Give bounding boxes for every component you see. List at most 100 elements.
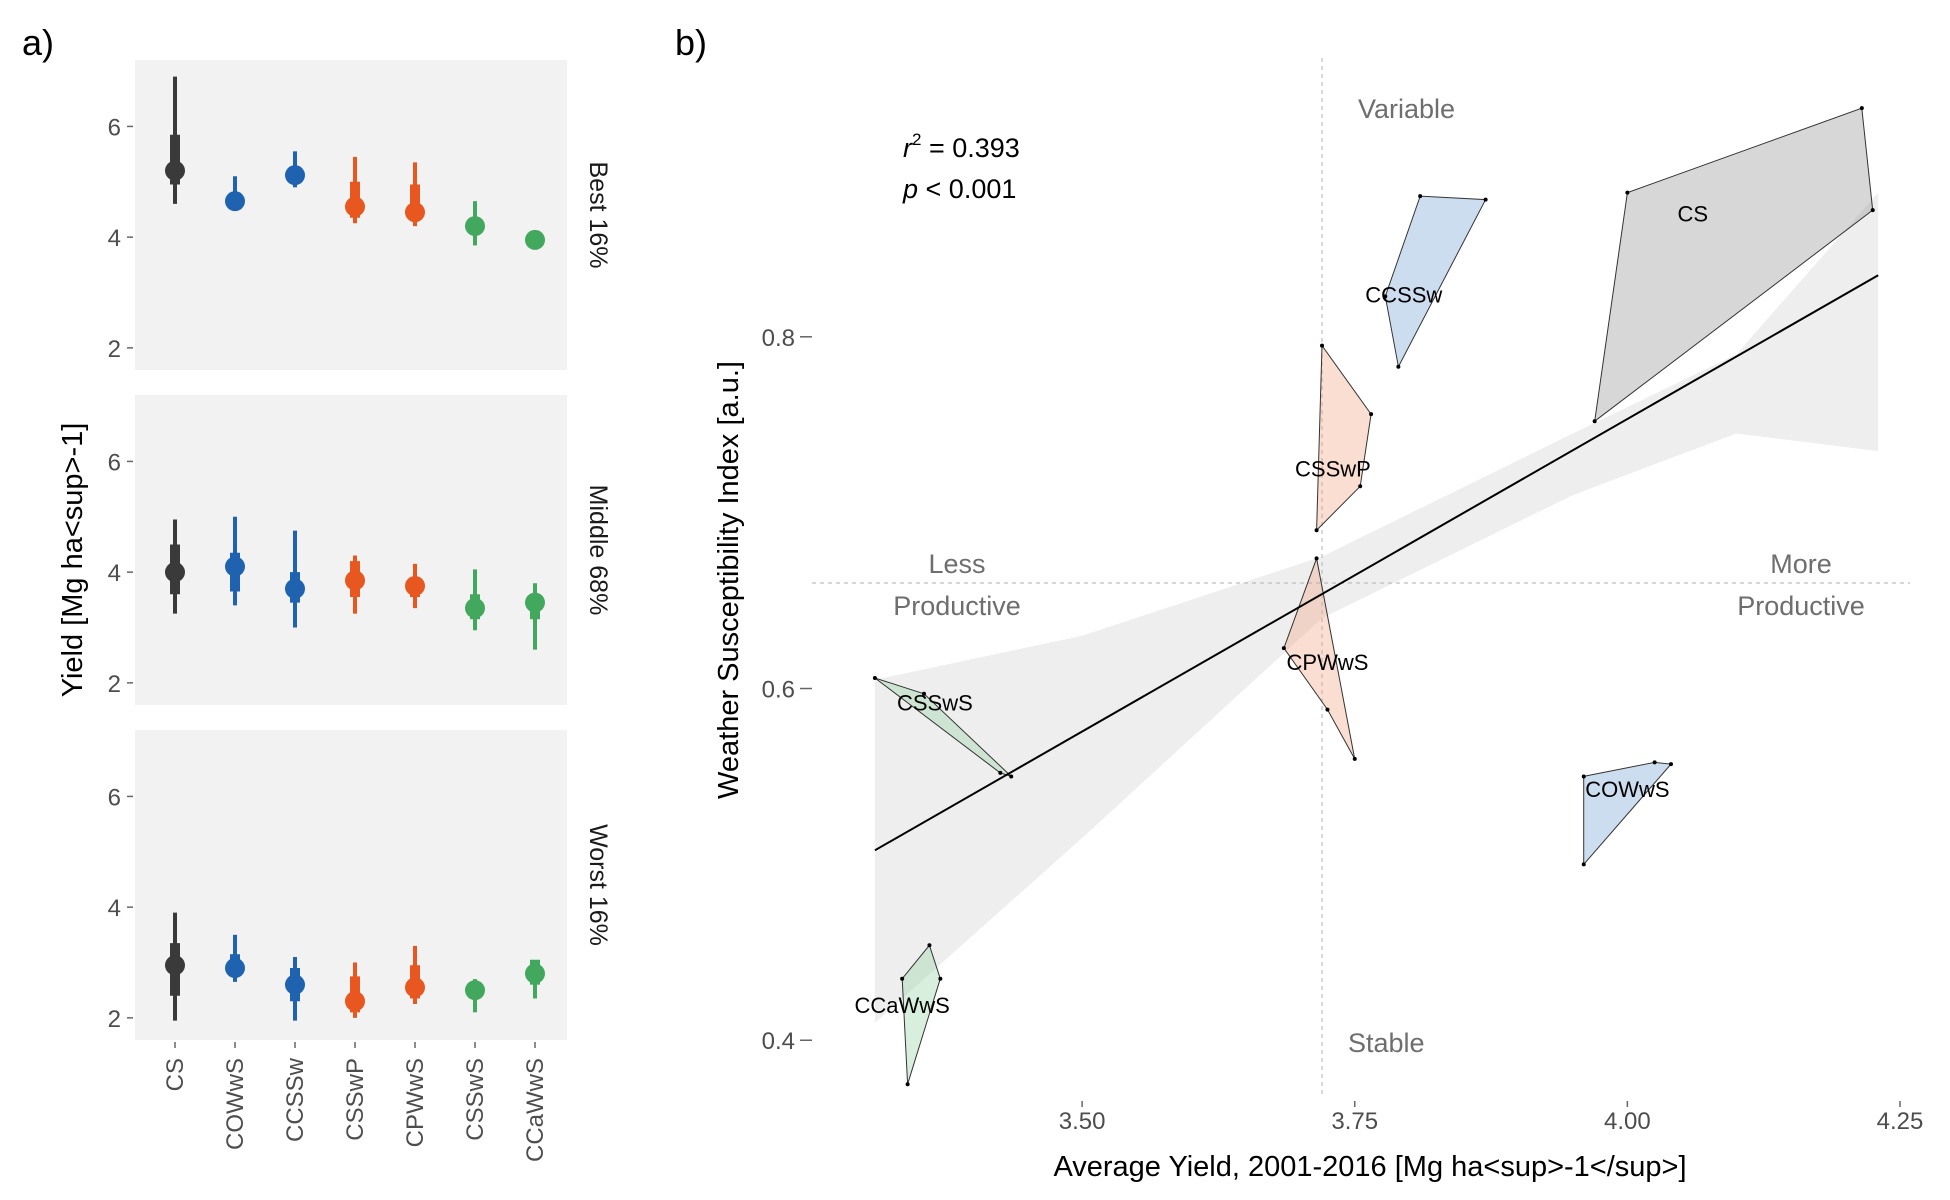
median-point bbox=[405, 575, 425, 596]
panel-a-chart: 2 4 6 Best 16% 2 4 6 Middle 68% 2 4 6 Worst 16% CS CO… bbox=[57, 60, 612, 1162]
median-point bbox=[345, 570, 365, 591]
median-point bbox=[345, 991, 365, 1012]
facet-strip-label: Worst 16% bbox=[584, 824, 612, 946]
hull-vertex bbox=[900, 976, 905, 981]
facet-strip-label: Middle 68% bbox=[584, 485, 612, 616]
hull-vertex bbox=[1320, 343, 1325, 348]
hull-vertex bbox=[1625, 190, 1630, 195]
hull-vertex bbox=[1418, 194, 1423, 199]
hull-vertex bbox=[1358, 484, 1363, 489]
y-tick-label: 4 bbox=[108, 560, 121, 587]
median-point bbox=[525, 229, 545, 250]
median-point bbox=[285, 974, 305, 995]
x-tick-label: 4.25 bbox=[1877, 1108, 1924, 1135]
median-point bbox=[465, 980, 485, 1001]
x-tick-label: 4.00 bbox=[1604, 1108, 1651, 1135]
y-tick-label: 0.4 bbox=[762, 1028, 795, 1055]
y-axis-title: Weather Susceptibility Index [a.u.] bbox=[713, 361, 745, 799]
x-tick-label: CCaWwS bbox=[522, 1058, 549, 1162]
quadrant-label-more: More bbox=[1770, 549, 1832, 579]
p-value: < 0.001 bbox=[918, 174, 1016, 204]
group-label: CCSSw bbox=[1365, 283, 1442, 308]
x-tick-label: CPWwS bbox=[402, 1058, 429, 1147]
group-label: CS bbox=[1678, 202, 1709, 227]
hull-vertex bbox=[1652, 760, 1657, 765]
hull-vertex bbox=[1581, 862, 1586, 867]
y-tick-label: 6 bbox=[108, 449, 121, 476]
hull-vertex bbox=[1396, 364, 1401, 369]
y-tick-label: 4 bbox=[108, 225, 121, 252]
median-point bbox=[225, 958, 245, 979]
hull-vertex bbox=[1581, 774, 1586, 779]
x-tick-label: 3.75 bbox=[1331, 1108, 1378, 1135]
group-label: CSSwS bbox=[897, 691, 973, 716]
quadrant-label-less: Less bbox=[928, 549, 985, 579]
hull-vertex bbox=[921, 691, 926, 696]
r2-exponent: 2 bbox=[912, 130, 921, 149]
hull-vertex bbox=[1009, 774, 1014, 779]
hull-vertex bbox=[1668, 762, 1673, 767]
hull-vertex bbox=[1352, 756, 1357, 761]
x-tick-label: CCSSw bbox=[282, 1057, 309, 1142]
group-label: CPWwS bbox=[1287, 650, 1369, 675]
x-tick-label: CSSwP bbox=[342, 1058, 369, 1141]
quadrant-label-stable: Stable bbox=[1348, 1028, 1425, 1058]
panel-b-chart: CS CCSSw CSSwP CPWwS CSSwS COWwS CCaWwS Variabl… bbox=[713, 58, 1923, 1183]
y-axis-title: Yield [Mg ha<sup>-1] bbox=[57, 423, 89, 698]
group-label: CCaWwS bbox=[854, 993, 949, 1018]
x-tick-label: COWwS bbox=[222, 1058, 249, 1150]
hull-vertex bbox=[927, 943, 932, 948]
hull-vertex bbox=[1369, 412, 1374, 417]
r2-annotation: r2 = 0.393 bbox=[903, 130, 1020, 163]
median-point bbox=[465, 598, 485, 619]
median-point bbox=[165, 160, 185, 181]
p-annotation: p < 0.001 bbox=[902, 174, 1016, 204]
median-point bbox=[525, 963, 545, 984]
x-tick-label: CS bbox=[162, 1058, 189, 1091]
hull-vertex bbox=[1314, 528, 1319, 533]
hull-vertex bbox=[1281, 646, 1286, 651]
median-point bbox=[285, 165, 305, 186]
hull-vertex bbox=[1859, 106, 1864, 111]
quadrant-label-variable: Variable bbox=[1358, 94, 1455, 124]
y-tick-label: 2 bbox=[108, 1006, 121, 1033]
y-tick-label: 2 bbox=[108, 671, 121, 698]
y-tick-label: 6 bbox=[108, 784, 121, 811]
median-point bbox=[405, 977, 425, 998]
hull-vertex bbox=[872, 675, 877, 680]
panel-b-label: b) bbox=[675, 22, 707, 63]
median-point bbox=[225, 556, 245, 577]
y-tick-label: 4 bbox=[108, 895, 121, 922]
x-axis-title: Average Yield, 2001-2016 [Mg ha<sup>-1</… bbox=[1053, 1151, 1686, 1183]
hull-vertex bbox=[1325, 707, 1330, 712]
hull-vertex bbox=[905, 1082, 910, 1087]
median-point bbox=[165, 955, 185, 976]
hull-vertex bbox=[1314, 556, 1319, 561]
panel-a-label: a) bbox=[22, 22, 54, 63]
r2-symbol: r bbox=[903, 133, 913, 163]
x-tick-label: 3.50 bbox=[1059, 1108, 1106, 1135]
y-tick-label: 0.8 bbox=[762, 325, 795, 352]
hull-vertex bbox=[1592, 419, 1597, 424]
group-label: COWwS bbox=[1585, 777, 1669, 802]
hull-vertex bbox=[938, 976, 943, 981]
hull-vertex bbox=[998, 770, 1003, 775]
group-label: CSSwP bbox=[1295, 457, 1371, 482]
facet-background bbox=[135, 395, 567, 705]
median-point bbox=[525, 592, 545, 613]
y-tick-label: 6 bbox=[108, 114, 121, 141]
median-point bbox=[405, 202, 425, 223]
r2-value: = 0.393 bbox=[921, 133, 1019, 163]
hull-vertex bbox=[1870, 208, 1875, 213]
median-point bbox=[345, 196, 365, 217]
facet-strip-label: Best 16% bbox=[584, 161, 612, 268]
group-hull bbox=[1316, 344, 1372, 532]
median-point bbox=[165, 562, 185, 583]
median-point bbox=[465, 216, 485, 237]
hull-vertex bbox=[1383, 294, 1388, 299]
x-tick-label: CSSwS bbox=[462, 1058, 489, 1141]
quadrant-label-productive-right: Productive bbox=[1737, 591, 1865, 621]
y-tick-label: 0.6 bbox=[762, 677, 795, 704]
quadrant-label-productive-left: Productive bbox=[893, 591, 1021, 621]
